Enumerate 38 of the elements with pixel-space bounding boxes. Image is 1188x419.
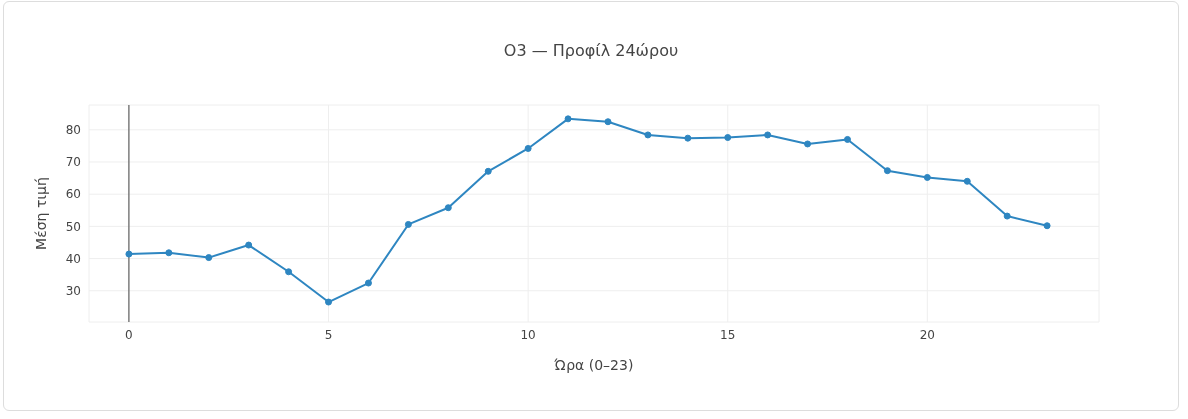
point [644,131,652,139]
point [285,268,293,276]
y-tick-label: 50 [65,219,81,234]
x-tick-label: 15 [720,327,736,342]
y-tick-label: 30 [65,284,81,299]
point [404,220,412,228]
point [205,254,213,262]
point [484,167,492,175]
y-tick-label: 70 [65,155,81,170]
point [684,134,692,142]
point [963,177,971,185]
point [923,173,931,181]
x-tick-label: 20 [919,327,935,342]
point [883,167,891,175]
x-axis-title: Ώρα (0–23) [553,357,634,373]
point [325,298,333,306]
x-tick-label: 5 [324,327,333,342]
point [724,134,732,142]
point [165,249,173,257]
y-tick-label: 80 [65,123,81,138]
point [844,135,851,143]
point [524,144,532,152]
x-tick-label: 0 [125,327,133,342]
chart-title: O3 — Προφίλ 24ώρου [502,41,680,60]
point [804,140,812,148]
y-tick-label: 60 [65,187,81,202]
point [564,115,572,123]
y-tick-label: 40 [65,251,81,266]
point [1043,222,1051,230]
x-tick-label: 10 [520,327,536,342]
point [364,279,372,287]
point [764,131,772,139]
point [444,204,452,212]
point [1003,212,1011,220]
y-axis-title: Μέση τιμή [32,177,49,250]
point [604,118,612,126]
point [125,250,133,258]
point [245,241,253,249]
